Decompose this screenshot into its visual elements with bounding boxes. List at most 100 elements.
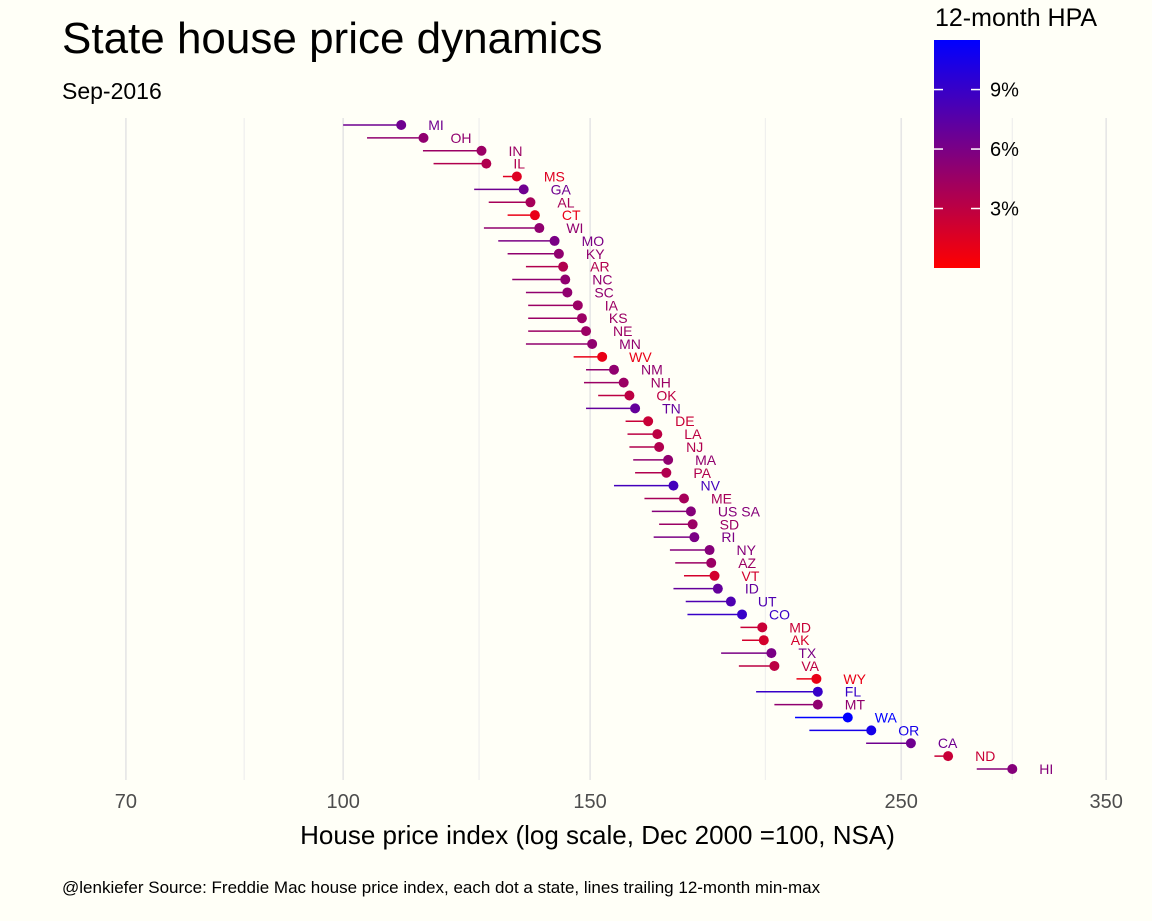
state-dot <box>534 223 545 234</box>
state-label: WY <box>843 671 866 687</box>
state-label: ME <box>711 491 732 507</box>
state-label: FL <box>845 684 862 700</box>
state-dot <box>576 313 587 324</box>
x-tick-label: 250 <box>885 791 918 813</box>
state-label: AR <box>590 259 609 275</box>
state-label: UT <box>758 594 777 610</box>
state-label: WV <box>629 349 652 365</box>
state-dot <box>905 738 916 749</box>
state-dot <box>769 660 780 671</box>
state-dot <box>396 120 407 130</box>
state-dot <box>725 596 736 607</box>
state-dot <box>553 248 564 259</box>
state-dot <box>654 442 665 452</box>
state-dot <box>652 429 663 440</box>
grid-lines <box>125 118 1107 780</box>
state-dot <box>1007 764 1018 774</box>
state-dot <box>618 377 629 388</box>
state-dot <box>624 390 635 401</box>
state-label: MT <box>845 697 866 713</box>
legend-title: 12-month HPA <box>935 4 1098 32</box>
state-dot <box>560 274 571 285</box>
state-label: MI <box>428 117 444 133</box>
state-dot <box>418 132 429 143</box>
x-axis-tick-labels: 70 100 150 250 350 <box>115 791 1123 813</box>
state-dot <box>712 583 723 594</box>
state-dot <box>812 699 823 710</box>
state-label: MA <box>695 452 717 468</box>
state-label: ID <box>745 581 759 597</box>
state-dot <box>842 712 853 723</box>
state-label: NY <box>737 542 757 558</box>
state-label: CT <box>562 207 581 223</box>
state-dot <box>812 686 823 697</box>
state-dot <box>704 545 715 556</box>
state-label: IN <box>508 143 522 159</box>
state-label: CA <box>938 735 958 751</box>
state-label: NC <box>592 272 612 288</box>
state-label: WI <box>566 220 583 236</box>
state-label: NE <box>613 323 632 339</box>
legend-tick-label: 9% <box>990 80 1019 102</box>
x-tick-label: 150 <box>573 791 606 813</box>
state-dot <box>476 145 487 156</box>
x-tick-label: 70 <box>115 791 137 813</box>
state-label: VA <box>801 658 819 674</box>
state-label: OH <box>450 130 471 146</box>
min-max-segments <box>343 124 1013 770</box>
state-label: RI <box>721 529 735 545</box>
state-label: KY <box>586 246 605 262</box>
state-dot <box>572 300 583 311</box>
state-label: VT <box>742 568 760 584</box>
x-tick-label: 100 <box>326 791 359 813</box>
state-dot <box>661 467 672 478</box>
state-dot <box>558 261 569 272</box>
state-dots <box>396 120 1018 774</box>
state-dot <box>706 557 717 568</box>
state-label: SD <box>720 516 739 532</box>
state-dot <box>608 364 619 375</box>
state-dot <box>737 609 748 620</box>
state-label: ND <box>975 748 995 764</box>
state-dot <box>687 519 698 530</box>
state-dot <box>581 326 592 337</box>
state-label: NJ <box>686 439 703 455</box>
state-label: AZ <box>738 555 756 571</box>
state-dot <box>630 403 641 414</box>
state-label: MD <box>789 619 811 635</box>
state-label: SC <box>594 284 613 300</box>
state-dot <box>481 158 492 169</box>
state-label: WA <box>875 709 898 725</box>
state-label: LA <box>684 426 702 442</box>
chart-title: State house price dynamics <box>62 14 603 63</box>
state-label: NH <box>651 375 671 391</box>
state-label: PA <box>693 465 711 481</box>
state-dot <box>525 197 536 208</box>
state-label: TX <box>798 645 817 661</box>
state-dot <box>587 338 598 349</box>
chart-subtitle: Sep-2016 <box>62 78 162 104</box>
state-label: NM <box>641 362 663 378</box>
state-label: CO <box>769 606 790 622</box>
chart-caption: @lenkiefer Source: Freddie Mac house pri… <box>62 878 821 897</box>
state-dot <box>943 751 954 762</box>
state-dot <box>766 648 777 659</box>
state-dot <box>689 532 700 543</box>
state-label: KS <box>609 310 628 326</box>
state-dot <box>518 184 529 195</box>
state-dot <box>663 454 674 465</box>
state-dot <box>678 493 689 504</box>
state-dot <box>811 673 822 684</box>
legend-tick-label: 6% <box>990 139 1019 161</box>
state-label: DE <box>675 413 694 429</box>
state-label: IL <box>513 156 525 172</box>
state-label: AL <box>557 194 574 210</box>
state-label: OK <box>656 387 677 403</box>
state-dot <box>757 622 768 633</box>
state-dot <box>529 210 540 221</box>
state-label: MO <box>582 233 605 249</box>
state-dot <box>709 570 720 581</box>
color-legend: 3% 6% 9% <box>934 40 1019 268</box>
